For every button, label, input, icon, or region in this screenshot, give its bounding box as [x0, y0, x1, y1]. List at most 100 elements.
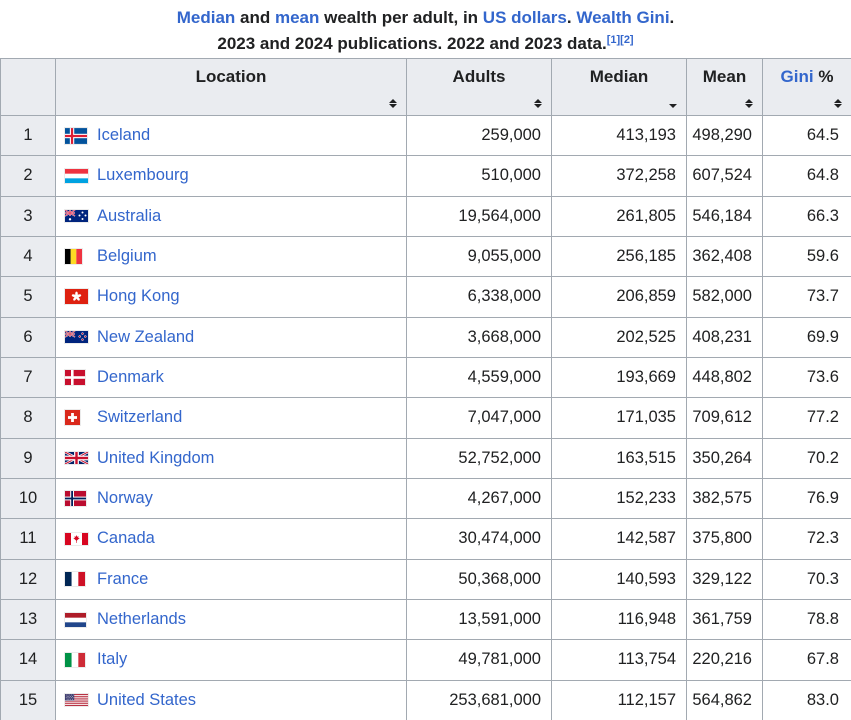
hong-kong-flag-icon — [65, 289, 97, 305]
gini-cell: 83.0 — [762, 679, 851, 720]
united-kingdom-flag-icon — [65, 452, 97, 465]
gini-cell: 66.3 — [762, 195, 851, 237]
country-link[interactable]: Hong Kong — [97, 287, 180, 306]
adults-cell: 3,668,000 — [406, 316, 552, 358]
country-link[interactable]: Denmark — [97, 368, 164, 387]
mean-cell: 220,216 — [686, 639, 763, 681]
table-row: 3 Australia 19,564,000 261,805 546,184 6… — [0, 195, 851, 237]
gini-link[interactable]: Gini — [780, 67, 814, 86]
mean-cell: 582,000 — [686, 276, 763, 318]
canada-flag-icon — [65, 532, 97, 545]
adults-cell: 9,055,000 — [406, 235, 552, 278]
country-cell: Belgium — [55, 235, 407, 278]
us-dollars-link[interactable]: US dollars — [482, 8, 567, 27]
table-row: 13 Netherlands 13,591,000 116,948 361,75… — [0, 598, 851, 641]
adults-cell: 4,559,000 — [406, 356, 552, 399]
median-header[interactable]: Median — [551, 58, 687, 116]
adults-cell: 30,474,000 — [406, 518, 552, 560]
caption-text: . — [566, 8, 577, 27]
rank-cell: 7 — [0, 356, 56, 399]
country-link[interactable]: Luxembourg — [97, 166, 189, 185]
country-cell: Luxembourg — [55, 155, 407, 197]
mean-cell: 607,524 — [686, 155, 763, 197]
country-link[interactable]: France — [97, 569, 149, 588]
country-link[interactable]: Belgium — [97, 247, 157, 266]
table-row: 2 Luxembourg 510,000 372,258 607,524 64.… — [0, 155, 851, 197]
country-cell: Australia — [55, 195, 407, 237]
table-row: 11 Canada 30,474,000 142,587 375,800 72.… — [0, 518, 851, 560]
adults-cell: 13,591,000 — [406, 598, 552, 641]
rank-cell: 12 — [0, 558, 56, 600]
country-cell: New Zealand — [55, 316, 407, 358]
median-cell: 261,805 — [551, 195, 687, 237]
sort-both-icon — [534, 99, 542, 108]
table-row: 8 Switzerland 7,047,000 171,035 709,612 … — [0, 397, 851, 439]
median-cell: 256,185 — [551, 235, 687, 278]
mean-cell: 546,184 — [686, 195, 763, 237]
country-link[interactable]: Switzerland — [97, 408, 183, 427]
country-cell: Netherlands — [55, 598, 407, 641]
table-row: 14 Italy 49,781,000 113,754 220,216 67.8 — [0, 639, 851, 681]
gini-cell: 73.6 — [762, 356, 851, 399]
table-row: 9 United Kingdom 52,752,000 163,515 350,… — [0, 437, 851, 479]
country-link[interactable]: Italy — [97, 650, 128, 669]
mean-cell: 382,575 — [686, 477, 763, 520]
wealth-gini-link[interactable]: Wealth Gini — [576, 8, 670, 27]
mean-cell: 564,862 — [686, 679, 763, 720]
median-cell: 202,525 — [551, 316, 687, 358]
country-cell: Hong Kong — [55, 276, 407, 318]
mean-header[interactable]: Mean — [686, 58, 763, 116]
gini-cell: 67.8 — [762, 639, 851, 681]
median-link[interactable]: Median — [176, 8, 236, 27]
country-cell: Iceland — [55, 114, 407, 157]
country-link[interactable]: Canada — [97, 529, 155, 548]
mean-cell: 361,759 — [686, 598, 763, 641]
mean-cell: 498,290 — [686, 114, 763, 157]
rank-cell: 6 — [0, 316, 56, 358]
rank-header — [0, 58, 56, 116]
gini-header[interactable]: Gini % — [762, 58, 851, 116]
adults-cell: 50,368,000 — [406, 558, 552, 600]
caption-line-1: Median and mean wealth per adult, in US … — [0, 5, 851, 31]
gini-cell: 73.7 — [762, 276, 851, 318]
rank-cell: 3 — [0, 195, 56, 237]
country-link[interactable]: United States — [97, 690, 197, 709]
country-link[interactable]: United Kingdom — [97, 448, 215, 467]
sort-both-icon — [745, 99, 753, 108]
iceland-flag-icon — [65, 127, 97, 144]
denmark-flag-icon — [65, 370, 97, 386]
gini-cell: 64.8 — [762, 155, 851, 197]
median-cell: 142,587 — [551, 518, 687, 560]
italy-flag-icon — [65, 652, 97, 667]
median-cell: 193,669 — [551, 356, 687, 399]
country-link[interactable]: Norway — [97, 489, 153, 508]
sort-both-icon — [834, 99, 842, 108]
adults-cell: 253,681,000 — [406, 679, 552, 720]
table-row: 12 France 50,368,000 140,593 329,122 70.… — [0, 558, 851, 600]
belgium-flag-icon — [65, 249, 97, 265]
country-link[interactable]: Iceland — [97, 126, 151, 145]
table-row: 15 United States 253,681,000 112,157 564… — [0, 679, 851, 720]
country-cell: France — [55, 558, 407, 600]
rank-cell: 14 — [0, 639, 56, 681]
ref-1-link[interactable]: [1] — [606, 34, 621, 46]
reference-superscript: [1][2] — [607, 34, 634, 46]
table-row: 10 Norway 4,267,000 152,233 382,575 76.9 — [0, 477, 851, 520]
gini-cell: 72.3 — [762, 518, 851, 560]
location-header[interactable]: Location — [55, 58, 407, 116]
country-link[interactable]: Netherlands — [97, 610, 186, 629]
adults-header[interactable]: Adults — [406, 58, 552, 116]
country-link[interactable]: Australia — [97, 206, 162, 225]
gini-cell: 77.2 — [762, 397, 851, 439]
country-link[interactable]: New Zealand — [97, 327, 195, 346]
median-cell: 163,515 — [551, 437, 687, 479]
mean-cell: 448,802 — [686, 356, 763, 399]
gini-cell: 69.9 — [762, 316, 851, 358]
mean-link[interactable]: mean — [274, 8, 320, 27]
wealth-table: Location Adults Median Mean Gini % 1 Ice… — [0, 58, 851, 720]
mean-cell: 329,122 — [686, 558, 763, 600]
adults-cell: 510,000 — [406, 155, 552, 197]
ref-2-link[interactable]: [2] — [620, 34, 634, 46]
median-cell: 413,193 — [551, 114, 687, 157]
gini-cell: 78.8 — [762, 598, 851, 641]
